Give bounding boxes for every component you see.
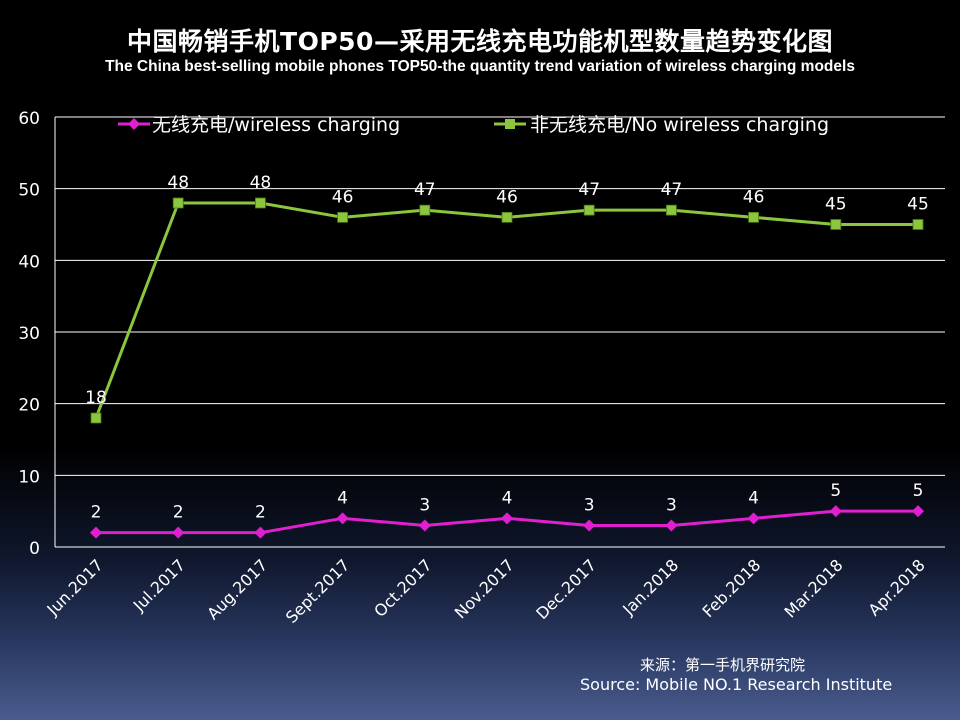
- data-point-marker: [665, 519, 678, 532]
- y-tick-label: 20: [18, 396, 40, 416]
- x-tick-label: Feb.2018: [699, 555, 765, 621]
- data-label: 48: [250, 173, 272, 193]
- x-tick-label: Dec.2017: [532, 555, 600, 623]
- chart-subtitle: The China best-selling mobile phones TOP…: [105, 58, 855, 75]
- y-tick-label: 40: [18, 252, 40, 272]
- legend-marker: [128, 118, 140, 130]
- data-point-marker: [747, 512, 760, 525]
- data-point-marker: [419, 204, 431, 216]
- data-label: 46: [496, 187, 518, 207]
- source-cn: 来源：第一手机界研究院: [640, 656, 806, 674]
- data-label: 47: [414, 180, 436, 200]
- data-point-marker: [254, 526, 267, 539]
- data-label: 5: [830, 481, 841, 501]
- y-tick-label: 30: [18, 324, 40, 344]
- x-tick-label: Sept.2017: [282, 555, 354, 627]
- data-label: 3: [419, 496, 430, 516]
- x-tick-label: Nov.2017: [451, 555, 518, 622]
- chart-title: 中国畅销手机TOP50—采用无线充电功能机型数量趋势变化图: [127, 27, 833, 56]
- data-point-marker: [501, 211, 513, 223]
- legend-marker: [505, 119, 515, 129]
- data-point-marker: [583, 519, 596, 532]
- x-tick-label: Apr.2018: [864, 555, 928, 619]
- data-label: 46: [743, 187, 765, 207]
- y-tick-label: 50: [18, 181, 40, 201]
- data-label: 5: [913, 481, 924, 501]
- data-label: 2: [173, 503, 184, 523]
- data-point-marker: [501, 512, 513, 525]
- data-point-marker: [172, 526, 185, 539]
- x-tick-label: Mar.2018: [780, 555, 846, 621]
- data-label: 47: [578, 180, 600, 200]
- data-point-marker: [748, 211, 759, 223]
- source-en: Source: Mobile NO.1 Research Institute: [580, 675, 893, 694]
- legend-label: 非无线充电/No wireless charging: [530, 114, 829, 136]
- data-point-marker: [829, 505, 842, 518]
- data-point-marker: [336, 512, 349, 525]
- y-tick-label: 60: [18, 109, 40, 129]
- data-point-marker: [912, 219, 924, 230]
- x-tick-label: Aug.2017: [203, 555, 271, 623]
- data-label: 3: [666, 496, 677, 516]
- data-point-marker: [172, 197, 184, 209]
- legend-label: 无线充电/wireless charging: [152, 114, 400, 136]
- data-point-marker: [254, 197, 266, 209]
- data-label: 4: [337, 488, 348, 508]
- data-label: 18: [85, 388, 107, 408]
- y-tick-label: 10: [18, 467, 40, 487]
- data-label: 3: [584, 496, 595, 516]
- data-point-marker: [583, 204, 595, 216]
- data-point-marker: [418, 519, 431, 532]
- data-label: 46: [332, 187, 354, 207]
- y-tick-label: 0: [29, 539, 40, 559]
- data-point-marker: [666, 204, 677, 216]
- data-label: 45: [907, 195, 929, 215]
- data-label: 4: [748, 488, 759, 508]
- data-label: 45: [825, 195, 847, 215]
- data-point-marker: [912, 505, 924, 518]
- data-label: 48: [167, 173, 189, 193]
- data-point-marker: [90, 526, 102, 539]
- x-tick-label: Jul.2017: [129, 555, 189, 615]
- x-tick-label: Oct.2017: [370, 555, 435, 620]
- x-tick-label: Jun.2017: [43, 555, 107, 619]
- data-label: 2: [91, 503, 102, 523]
- data-point-marker: [337, 211, 349, 223]
- series-line-1: [94, 201, 918, 419]
- x-tick-label: Jan.2018: [618, 555, 682, 619]
- data-label: 4: [502, 488, 513, 508]
- data-label: 47: [661, 180, 683, 200]
- data-label: 2: [255, 503, 266, 523]
- data-point-marker: [90, 412, 102, 424]
- data-point-marker: [830, 219, 842, 230]
